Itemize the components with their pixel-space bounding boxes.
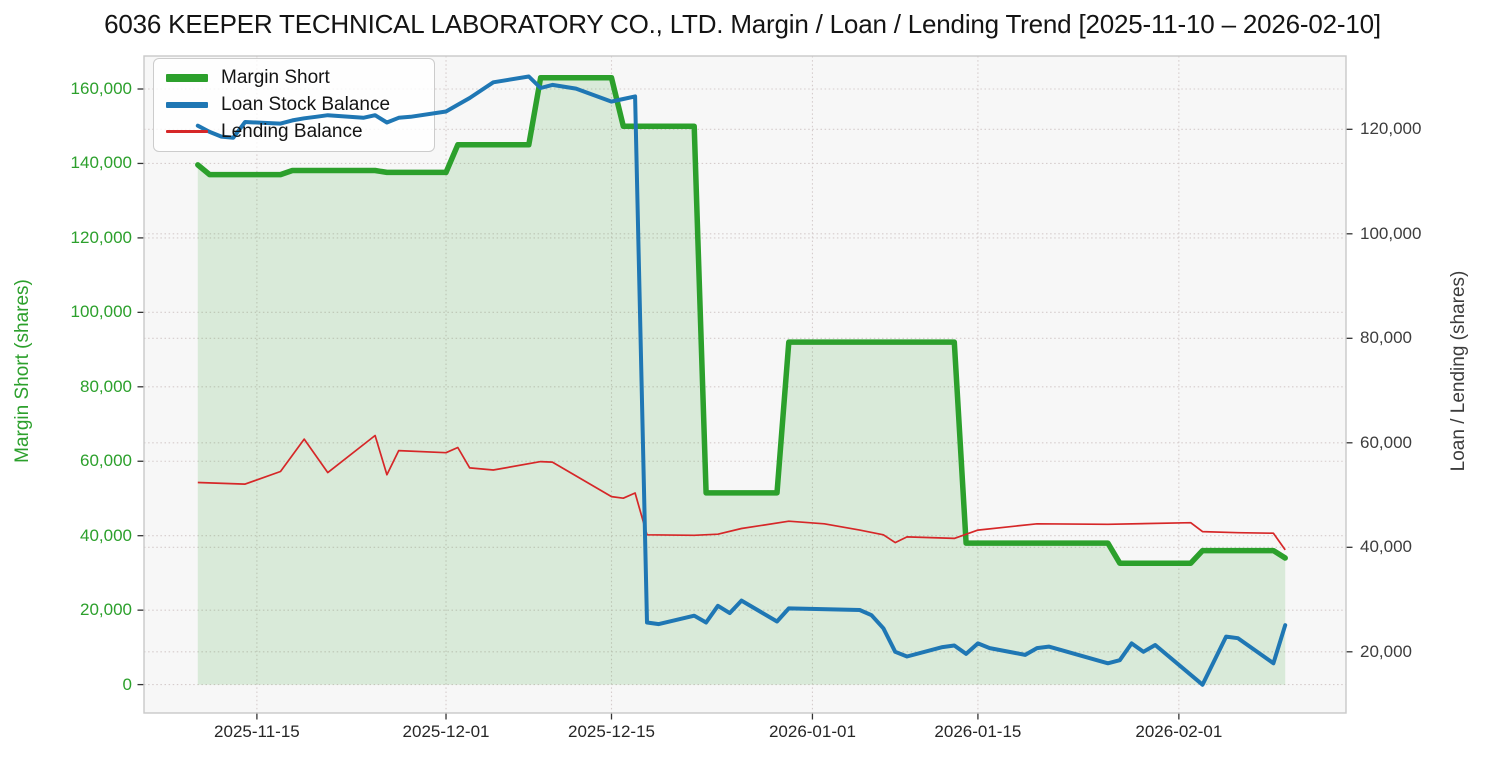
y-tick-label-left: 80,000 [80,376,132,396]
margin-short-area [197,77,1286,685]
x-tick-label: 2025-11-15 [214,722,300,741]
legend-swatch-icon [166,130,208,133]
legend-item-lending-balance: Lending Balance [153,121,435,143]
plot-border [143,55,1347,714]
loan-stock-balance-line [195,74,1288,687]
y-tick-label-right: 80,000 [1360,328,1412,348]
y-tick-label-right: 100,000 [1360,223,1422,243]
y-tick-label-left: 40,000 [80,525,132,545]
margin-short-line [195,75,1288,566]
y-tick-label-right: 20,000 [1360,641,1412,661]
y-tick-label-left: 160,000 [70,79,132,98]
chart-title: 6036 KEEPER TECHNICAL LABORATORY CO., LT… [104,9,1381,39]
y-tick-label-left: 60,000 [80,451,132,471]
legend-swatch-icon [166,102,208,108]
legend-item-label: Lending Balance [221,120,363,142]
legend: Margin Short Loan Stock Balance Lending Ba… [153,58,435,152]
x-tick-label: 2026-01-01 [768,722,856,741]
x-tick-label: 2026-01-15 [934,722,1022,741]
tick-marks [137,88,1353,720]
y-tick-label-left: 20,000 [80,600,132,620]
y-tick-label-right: 120,000 [1360,119,1422,139]
y-tick-label-left: 120,000 [70,227,132,247]
legend-item-label: Loan Stock Balance [221,93,391,115]
x-tick-label: 2025-12-15 [568,722,655,741]
gridlines [144,56,1346,713]
y-axis-label-right: Loan / Lending (shares) [1448,270,1469,472]
lending-balance-line [197,434,1286,551]
y-tick-label-left: 0 [122,674,132,694]
y-tick-label-left: 100,000 [70,302,132,322]
y-tick-label-right: 60,000 [1360,432,1412,452]
legend-swatch-icon [166,74,208,83]
x-tick-label: 2025-12-01 [402,722,490,741]
y-tick-label-right: 40,000 [1360,537,1412,557]
y-tick-label-left: 140,000 [70,153,132,173]
x-tick-label: 2026-02-01 [1135,722,1223,741]
legend-item-margin-short: Margin Short [153,67,435,89]
legend-item-label: Margin Short [221,67,330,89]
legend-item-loan-stock-balance: Loan Stock Balance [153,94,435,116]
